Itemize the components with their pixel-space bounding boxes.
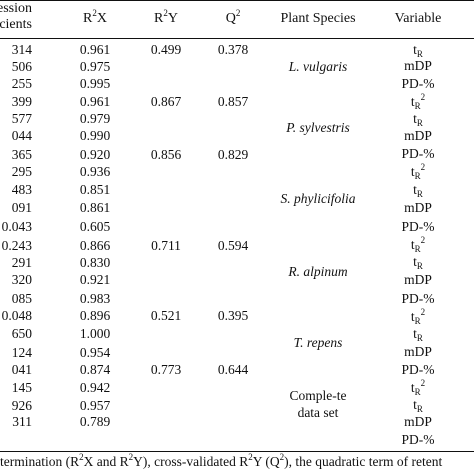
coef-cell: 091 xyxy=(11,200,32,215)
variable-cell: PD-% xyxy=(401,362,435,377)
r2x-cell: 0.605 xyxy=(79,219,111,234)
coef-cell: 311 xyxy=(12,414,32,429)
table-top-rule xyxy=(0,0,474,1)
r2x-cell: 0.936 xyxy=(79,164,111,179)
r2x-cell: 0.975 xyxy=(79,59,111,74)
variable-cell: mDP xyxy=(404,272,432,287)
variable-cell: PD-% xyxy=(401,432,435,447)
r2x-cell: 0.920 xyxy=(79,147,111,162)
coef-cell: 399 xyxy=(11,94,32,109)
variable-cell: mDP xyxy=(404,414,432,429)
variable-cell: PD-% xyxy=(401,219,435,234)
variable-cell: tR2 xyxy=(410,235,426,254)
header-variable: Variable xyxy=(394,11,442,26)
species-cell: L. vulgaris xyxy=(288,59,348,74)
variable-cell: mDP xyxy=(404,200,432,215)
r2y-cell: 0.773 xyxy=(150,362,182,377)
coef-cell: 365 xyxy=(11,147,32,162)
species-cell: R. alpinum xyxy=(288,264,348,279)
coef-cell: 124 xyxy=(11,345,32,360)
r2y-cell: 0.711 xyxy=(151,238,181,253)
r2x-cell: 0.961 xyxy=(79,94,111,109)
species-cell: data set xyxy=(297,405,339,420)
q2-cell: 0.829 xyxy=(217,147,249,162)
q2-cell: 0.594 xyxy=(217,238,249,253)
variable-cell: tR2 xyxy=(410,378,426,397)
coef-cell: 314 xyxy=(11,42,32,57)
species-cell: P. sylvestris xyxy=(286,120,350,135)
variable-cell: PD-% xyxy=(401,291,435,306)
header-coef-line1: ession xyxy=(0,1,32,16)
coef-cell: 0.043 xyxy=(1,219,32,234)
coef-cell: 255 xyxy=(11,76,32,91)
variable-cell: tR2 xyxy=(410,92,426,111)
species-cell: S. phylicifolia xyxy=(280,191,356,206)
coef-cell: 577 xyxy=(11,111,32,126)
r2x-cell: 0.990 xyxy=(79,128,111,143)
r2x-cell: 0.896 xyxy=(79,308,111,323)
coef-cell: 483 xyxy=(11,182,32,197)
variable-cell: mDP xyxy=(404,58,432,73)
r2x-cell: 0.851 xyxy=(79,182,111,197)
variable-cell: tR xyxy=(413,42,423,59)
coef-cell: 0.048 xyxy=(1,308,32,323)
table-bottom-rule xyxy=(0,451,474,452)
table-footnote: termination (R2X and R2Y), cross-validat… xyxy=(0,452,443,469)
variable-cell: PD-% xyxy=(401,146,435,161)
r2x-cell: 0.942 xyxy=(79,380,111,395)
coef-cell: 926 xyxy=(11,398,32,413)
coef-cell: 085 xyxy=(11,291,32,306)
variable-cell: tR xyxy=(413,254,423,271)
q2-cell: 0.644 xyxy=(217,362,249,377)
r2x-cell: 0.866 xyxy=(79,238,111,253)
coef-cell: 506 xyxy=(11,59,32,74)
coef-cell: 650 xyxy=(11,326,32,341)
variable-cell: tR xyxy=(413,397,423,414)
r2x-cell: 0.861 xyxy=(79,200,111,215)
variable-cell: tR xyxy=(413,182,423,199)
r2x-cell: 0.954 xyxy=(79,345,111,360)
species-cell: T. repens xyxy=(293,335,343,350)
q2-cell: 0.395 xyxy=(217,308,249,323)
header-r2x: R2X xyxy=(83,8,107,26)
coef-cell: 320 xyxy=(11,272,32,287)
q2-cell: 0.378 xyxy=(217,42,249,57)
r2x-cell: 1.000 xyxy=(79,326,111,341)
r2y-cell: 0.499 xyxy=(150,42,182,57)
variable-cell: tR2 xyxy=(410,307,426,326)
r2y-cell: 0.856 xyxy=(150,147,182,162)
coef-cell: 291 xyxy=(11,255,32,270)
r2x-cell: 0.874 xyxy=(79,362,111,377)
coef-cell: 0.243 xyxy=(1,238,32,253)
variable-cell: mDP xyxy=(404,128,432,143)
r2x-cell: 0.830 xyxy=(79,255,111,270)
coef-cell: 295 xyxy=(11,164,32,179)
r2x-cell: 0.979 xyxy=(79,111,111,126)
variable-cell: tR xyxy=(413,326,423,343)
header-coef-line2: ficients xyxy=(0,17,32,32)
r2x-cell: 0.957 xyxy=(79,398,111,413)
coef-cell: 044 xyxy=(11,128,32,143)
r2y-cell: 0.867 xyxy=(150,94,182,109)
species-cell: Comple-te xyxy=(289,388,347,403)
coef-cell: 145 xyxy=(11,380,32,395)
variable-cell: tR2 xyxy=(410,162,426,181)
variable-cell: mDP xyxy=(404,344,432,359)
r2y-cell: 0.521 xyxy=(150,308,182,323)
r2x-cell: 0.921 xyxy=(79,272,111,287)
variable-cell: PD-% xyxy=(401,76,435,91)
q2-cell: 0.857 xyxy=(217,94,249,109)
r2x-cell: 0.983 xyxy=(79,291,111,306)
r2x-cell: 0.789 xyxy=(79,414,111,429)
header-plant-species: Plant Species xyxy=(280,11,356,26)
r2x-cell: 0.995 xyxy=(79,76,111,91)
header-rule xyxy=(0,38,474,39)
variable-cell: tR xyxy=(413,111,423,128)
coef-cell: 041 xyxy=(11,362,32,377)
header-q2: Q2 xyxy=(225,8,241,26)
header-r2y: R2Y xyxy=(154,8,178,26)
r2x-cell: 0.961 xyxy=(79,42,111,57)
